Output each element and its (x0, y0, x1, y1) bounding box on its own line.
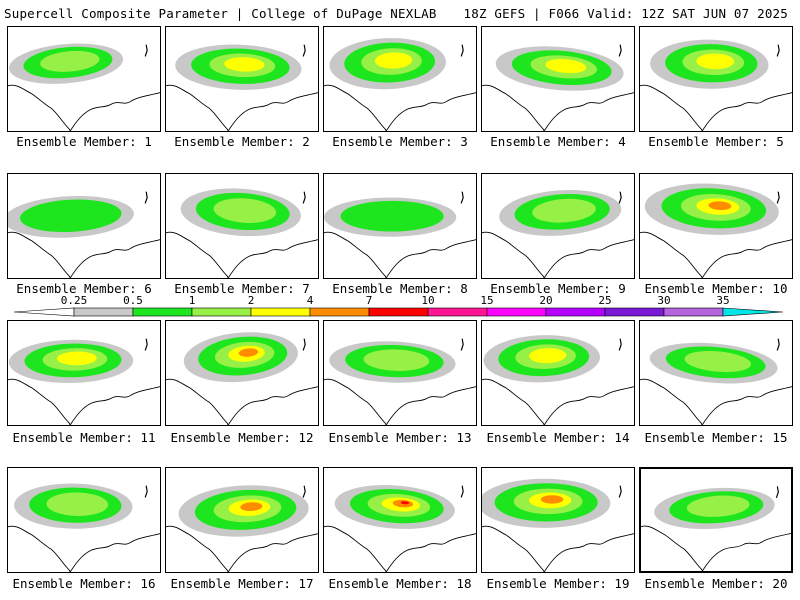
colorbar-tick-label: 10 (421, 294, 434, 307)
ensemble-member-label-18: Ensemble Member: 18 (328, 576, 472, 591)
ensemble-member-panel-11[interactable] (7, 320, 161, 426)
ensemble-member-label-7: Ensemble Member: 7 (174, 281, 310, 296)
ensemble-member-panel-12[interactable] (165, 320, 319, 426)
color-scale-legend: 0.25 0.5 1 2 4 7 10 15 20 25 30 35 (13, 294, 784, 317)
ensemble-member-label-20: Ensemble Member: 20 (644, 576, 788, 591)
ensemble-member-panel-17[interactable] (165, 467, 319, 573)
colorbar-segment-3 (191, 307, 252, 317)
ensemble-member-panel-7[interactable] (165, 173, 319, 279)
forecast-map (640, 39, 792, 131)
colorbar-tick-label: 0.25 (61, 294, 88, 307)
forecast-map (640, 338, 792, 425)
forecast-map (8, 43, 160, 131)
map-title: Supercell Composite Parameter | College … (4, 6, 437, 21)
ensemble-member-panel-10[interactable] (639, 173, 793, 279)
ensemble-member-label-14: Ensemble Member: 14 (486, 430, 630, 445)
forecast-map (482, 44, 634, 131)
colorbar-tick-label: 1 (189, 294, 196, 307)
colorbar-segment-7 (427, 307, 488, 317)
colorbar-segment-10 (604, 307, 665, 317)
forecast-map (324, 338, 476, 425)
forecast-map (324, 191, 476, 278)
colorbar-tick-label: 0.5 (123, 294, 143, 307)
colorbar-segment-6 (368, 307, 429, 317)
forecast-map (482, 335, 634, 425)
ensemble-member-panel-14[interactable] (481, 320, 635, 426)
ensemble-member-label-19: Ensemble Member: 19 (486, 576, 630, 591)
colorbar-segment-12 (722, 307, 784, 317)
ensemble-member-label-12: Ensemble Member: 12 (170, 430, 314, 445)
colorbar-tick-label: 15 (480, 294, 493, 307)
colorbar-tick-label: 4 (307, 294, 314, 307)
colorbar-segment-1 (73, 307, 134, 317)
ensemble-member-panel-3[interactable] (323, 26, 477, 132)
ensemble-member-panel-19[interactable] (481, 467, 635, 573)
ensemble-member-panel-2[interactable] (165, 26, 319, 132)
ensemble-member-label-2: Ensemble Member: 2 (174, 134, 310, 149)
colorbar-tick-label: 30 (657, 294, 670, 307)
ensemble-member-label-6: Ensemble Member: 6 (16, 281, 152, 296)
forecast-map (8, 338, 160, 425)
ensemble-member-label-17: Ensemble Member: 17 (170, 576, 314, 591)
ensemble-member-panel-5[interactable] (639, 26, 793, 132)
ensemble-member-label-3: Ensemble Member: 3 (332, 134, 468, 149)
colorbar-tick-label: 20 (539, 294, 552, 307)
forecast-map (8, 191, 160, 278)
ensemble-member-panel-16[interactable] (7, 467, 161, 573)
ensemble-member-label-4: Ensemble Member: 4 (490, 134, 626, 149)
forecast-map (166, 485, 318, 572)
ensemble-member-label-8: Ensemble Member: 8 (332, 281, 468, 296)
run-valid-time: 18Z GEFS | F066 Valid: 12Z SAT JUN 07 20… (463, 6, 788, 21)
ensemble-member-label-15: Ensemble Member: 15 (644, 430, 788, 445)
ensemble-member-label-9: Ensemble Member: 9 (490, 281, 626, 296)
forecast-map (324, 38, 476, 131)
forecast-map (640, 183, 792, 278)
ensemble-member-label-16: Ensemble Member: 16 (12, 576, 156, 591)
forecast-map (324, 485, 476, 572)
colorbar-tick-label: 2 (248, 294, 255, 307)
colorbar-segment-0 (13, 307, 75, 317)
ensemble-member-panel-1[interactable] (7, 26, 161, 132)
ensemble-member-label-13: Ensemble Member: 13 (328, 430, 472, 445)
colorbar-segment-8 (486, 307, 547, 317)
forecast-map (166, 332, 318, 425)
forecast-map (166, 188, 318, 278)
ensemble-member-panel-20[interactable] (639, 467, 793, 573)
ensemble-member-panel-15[interactable] (639, 320, 793, 426)
ensemble-member-label-10: Ensemble Member: 10 (644, 281, 788, 296)
forecast-map (166, 44, 318, 131)
forecast-map (482, 478, 634, 572)
ensemble-member-panel-4[interactable] (481, 26, 635, 132)
ensemble-member-panel-13[interactable] (323, 320, 477, 426)
colorbar-segment-4 (250, 307, 311, 317)
ensemble-member-panel-18[interactable] (323, 467, 477, 573)
colorbar-tick-label: 35 (716, 294, 729, 307)
ensemble-member-panel-9[interactable] (481, 173, 635, 279)
colorbar-segment-5 (309, 307, 370, 317)
ensemble-member-panel-6[interactable] (7, 173, 161, 279)
forecast-map (8, 483, 160, 572)
ensemble-member-label-5: Ensemble Member: 5 (648, 134, 784, 149)
colorbar-segment-11 (663, 307, 724, 317)
ensemble-member-panel-8[interactable] (323, 173, 477, 279)
colorbar-tick-label: 7 (366, 294, 373, 307)
ensemble-member-label-11: Ensemble Member: 11 (12, 430, 156, 445)
colorbar-tick-label: 25 (598, 294, 611, 307)
forecast-map (641, 486, 791, 571)
forecast-map (482, 190, 634, 278)
colorbar-segment-2 (132, 307, 193, 317)
ensemble-member-label-1: Ensemble Member: 1 (16, 134, 152, 149)
colorbar-segment-9 (545, 307, 606, 317)
